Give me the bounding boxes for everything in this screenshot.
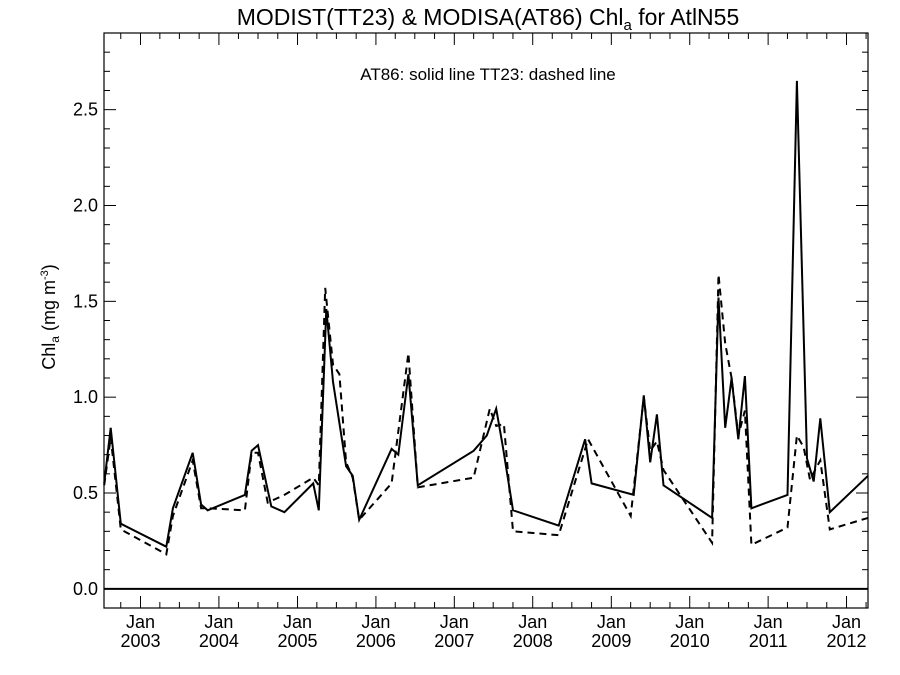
x-tick-label-year: 2008 [513, 631, 553, 651]
chart-marks: 0.00.51.01.52.02.5Jan2003Jan2004Jan2005J… [73, 33, 869, 651]
chart-title-subscript: a [624, 17, 633, 34]
y-tick-label: 2.0 [73, 196, 98, 216]
x-tick-label-month: Jan [518, 612, 547, 632]
x-tick-label-month: Jan [675, 612, 704, 632]
y-axis-label-subscript: a [48, 336, 62, 343]
y-tick-label: 1.5 [73, 291, 98, 311]
y-tick-label: 1.0 [73, 387, 98, 407]
y-axis-label-units: (mg m [39, 280, 59, 336]
y-axis-label: Chla (mg m-3) [39, 264, 62, 369]
y-tick-label: 0.5 [73, 483, 98, 503]
x-tick-label-year: 2007 [434, 631, 474, 651]
x-tick-label-month: Jan [283, 612, 312, 632]
x-tick-label-year: 2004 [199, 631, 239, 651]
y-axis-label-close: ) [39, 264, 59, 270]
chart-title: MODIST(TT23) & MODISA(AT86) Chla for Atl… [237, 4, 740, 34]
plot-frame [103, 32, 869, 609]
x-tick-label-year: 2003 [120, 631, 160, 651]
x-tick-label-month: Jan [361, 612, 390, 632]
x-tick-label-year: 2012 [826, 631, 866, 651]
y-tick-label: 0.0 [73, 579, 98, 599]
x-tick-label-year: 2009 [591, 631, 631, 651]
x-tick-label-year: 2005 [278, 631, 318, 651]
x-tick-label-year: 2006 [356, 631, 396, 651]
x-tick-label-year: 2010 [670, 631, 710, 651]
x-tick-label-month: Jan [597, 612, 626, 632]
x-tick-label-year: 2011 [749, 631, 788, 651]
series-line-at86 [103, 80, 869, 549]
chart-annotation: AT86: solid line TT23: dashed line [360, 65, 615, 84]
y-axis-label-superscript: -3 [39, 270, 51, 280]
x-tick-label-month: Jan [204, 612, 233, 632]
series-line-tt23 [103, 274, 869, 556]
chart-title-suffix: for AtlN55 [632, 4, 739, 30]
x-tick-label-month: Jan [440, 612, 469, 632]
x-tick-label-month: Jan [832, 612, 861, 632]
y-tick-label: 2.5 [73, 100, 98, 120]
x-tick-label-month: Jan [754, 612, 783, 632]
x-tick-label-month: Jan [126, 612, 155, 632]
